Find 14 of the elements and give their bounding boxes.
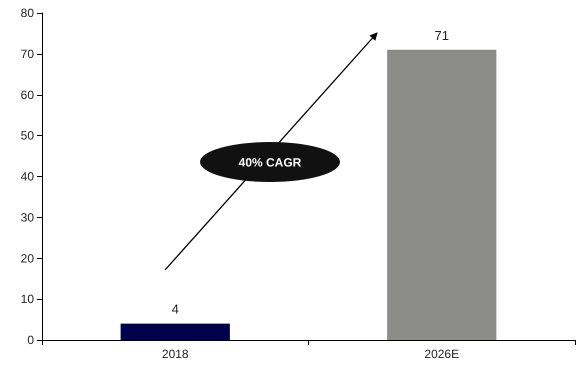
y-tick-label: 0 [27,333,34,347]
y-tick-label: 30 [20,210,34,224]
y-tick-label: 40 [20,170,34,184]
y-tick-label: 60 [20,88,34,102]
y-tick-label: 70 [20,46,34,61]
x-tick-label: 2026E [424,347,460,361]
data-label: 4 [172,302,179,317]
y-tick-label: 20 [20,251,34,266]
annotation: 40% CAGR [238,156,302,170]
y-tick-label: 10 [20,292,34,306]
x-tick-label: 2018 [162,347,189,361]
y-tick-label: 80 [20,6,34,20]
data-label: 71 [434,28,449,43]
y-tick-label: 50 [20,128,34,143]
